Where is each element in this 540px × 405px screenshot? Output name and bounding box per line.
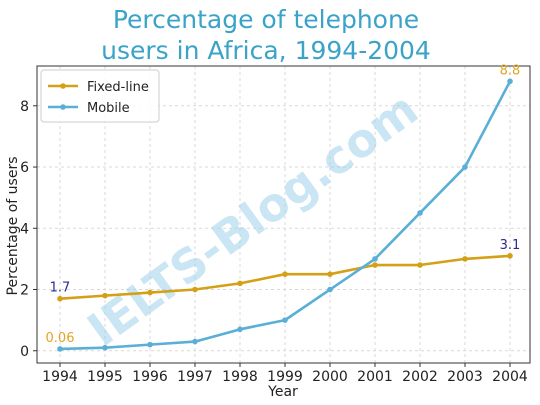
watermark: IELTS-Blog.com (78, 82, 428, 357)
chart-title-line-2: users in Africa, 1994-2004 (101, 36, 431, 65)
data-labels: 1.7 0.06 3.1 8.8 (46, 63, 521, 346)
x-tick-label: 1997 (177, 369, 213, 385)
legend: Fixed-line Mobile (40, 69, 160, 123)
data-point-mobile (102, 344, 108, 351)
x-tick-label: 1999 (267, 369, 303, 385)
legend-box (40, 69, 160, 123)
series (57, 78, 513, 352)
data-point-mobile (372, 256, 378, 262)
data-point-mobile (57, 346, 63, 352)
watermark-text: IELTS-Blog.com (78, 82, 428, 357)
data-point-mobile (327, 286, 333, 293)
x-tick-label: 2000 (312, 369, 348, 385)
data-point-fixed-line (237, 280, 243, 287)
x-tick-label: 2002 (402, 369, 438, 385)
x-axis-label: Year (267, 384, 298, 400)
data-label: 8.8 (500, 63, 521, 78)
legend-marker-fixed-line (60, 83, 66, 89)
data-point-fixed-line (192, 286, 198, 293)
x-tick-label: 1994 (42, 369, 78, 385)
y-tick-label: 6 (20, 160, 29, 176)
data-point-mobile (237, 326, 243, 333)
legend-label-fixed-line: Fixed-line (87, 80, 149, 95)
plot-frame (36, 65, 531, 364)
x-tick-label: 1995 (87, 369, 123, 385)
data-point-mobile (147, 341, 153, 348)
data-point-fixed-line (507, 253, 513, 259)
data-label: 3.1 (500, 238, 521, 253)
data-point-mobile (462, 164, 468, 170)
legend-label-mobile: Mobile (87, 101, 130, 116)
x-tick-label: 1996 (132, 369, 168, 385)
data-label: 0.06 (46, 331, 75, 346)
data-point-fixed-line (147, 289, 153, 296)
y-tick-label: 8 (20, 99, 29, 115)
chart-title-line-1: Percentage of telephone (113, 5, 419, 34)
data-point-mobile (282, 317, 288, 323)
y-axis-label: Percentage of users (5, 157, 21, 296)
data-point-fixed-line (462, 256, 468, 262)
grid (37, 66, 530, 363)
data-point-mobile (192, 338, 198, 345)
y-tick-label: 2 (20, 283, 29, 299)
y-tick-label: 0 (20, 344, 29, 360)
legend-marker-mobile (60, 104, 66, 110)
x-tick-label: 2004 (492, 369, 528, 385)
data-point-fixed-line (282, 271, 288, 278)
data-point-fixed-line (327, 271, 333, 278)
data-point-fixed-line (102, 292, 108, 299)
x-tick-label: 2001 (357, 369, 393, 385)
y-tick-label: 4 (20, 221, 29, 237)
data-label: 1.7 (50, 281, 71, 296)
x-tick-label: 1998 (222, 369, 258, 385)
axes: 1994 1995 1996 1997 1998 1999 2000 2001 2002 2003… (20, 65, 531, 385)
data-point-mobile (507, 78, 513, 85)
x-tick-label: 2003 (447, 369, 483, 385)
data-point-fixed-line (57, 295, 63, 302)
data-point-fixed-line (417, 262, 423, 268)
data-point-mobile (417, 210, 423, 216)
data-point-fixed-line (372, 262, 378, 268)
